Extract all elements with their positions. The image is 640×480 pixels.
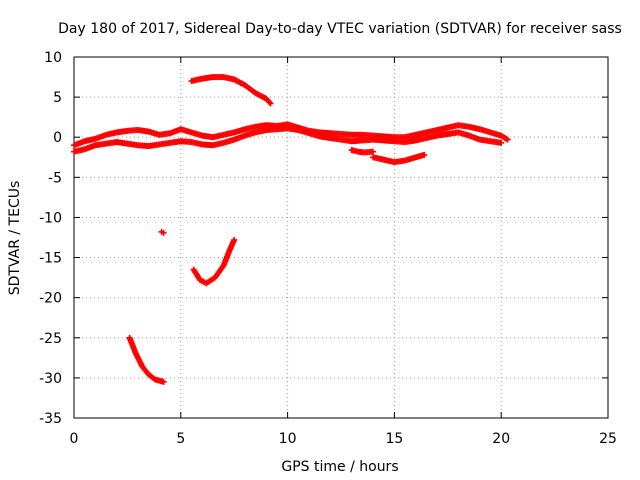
data-points [71,74,511,385]
grid-lines [74,57,608,418]
data-point [498,139,505,146]
axis-ticks: 0 5 10 15 20 25 -35 -30 -25 -20 -15 -10 -5 0 5 10 [39,50,617,447]
chart-title: Day 180 of 2017, Sidereal Day-to-day VTE… [58,21,622,37]
y-tick-label: -15 [39,251,62,267]
data-point [267,100,274,107]
y-tick-label: 5 [53,90,62,106]
y-tick-label: -35 [39,411,62,427]
x-tick-label: 25 [599,431,617,447]
data-point [160,378,167,385]
data-point [370,148,377,155]
y-tick-label: -5 [48,170,62,186]
data-point [231,236,238,243]
y-tick-label: -20 [39,291,62,307]
y-tick-label: -25 [39,331,62,347]
x-tick-label: 0 [70,431,79,447]
y-tick-label: -30 [39,371,62,387]
data-point [160,229,167,236]
x-tick-label: 20 [492,431,510,447]
x-axis-label: GPS time / hours [281,459,398,475]
y-tick-label: -10 [39,210,62,226]
data-point [504,136,511,143]
x-tick-label: 10 [279,431,297,447]
data-point [421,151,428,158]
y-tick-label: 10 [44,50,62,66]
x-tick-label: 5 [176,431,185,447]
x-tick-label: 15 [385,431,403,447]
y-tick-label: 0 [53,130,62,146]
y-axis-label: SDTVAR / TECUs [7,181,23,296]
plot-frame [73,56,609,419]
